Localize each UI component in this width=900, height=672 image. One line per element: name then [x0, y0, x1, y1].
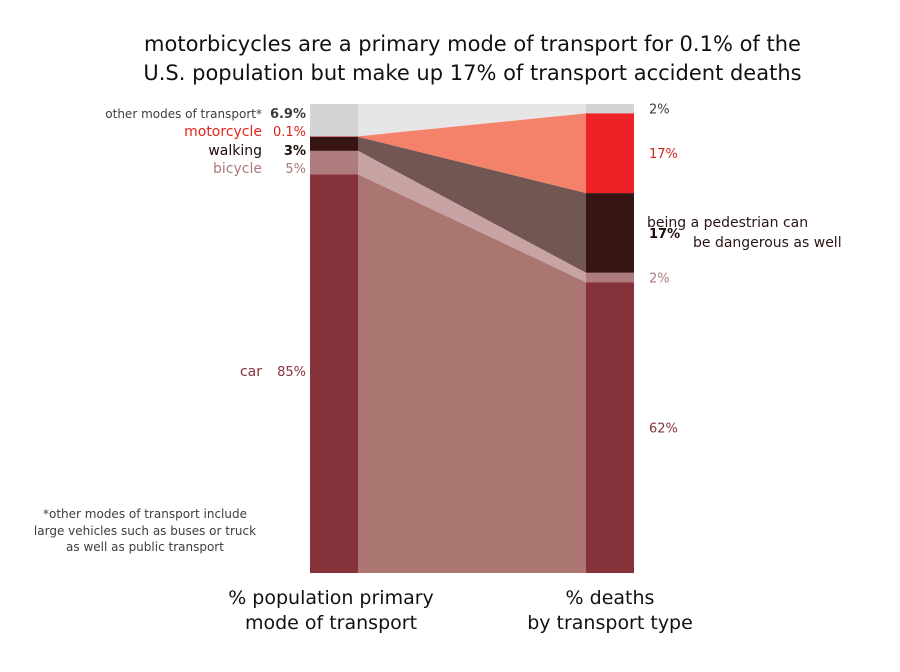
deaths-value-label-car: 62% [649, 422, 678, 437]
population-category-label-motorcycle: motorcycle [184, 124, 262, 140]
deaths-value-label-bicycle: 2% [649, 272, 670, 287]
chart-title-line-2: U.S. population but make up 17% of trans… [143, 61, 802, 85]
deaths-bar-bicycle [586, 272, 634, 283]
chart-labels: other modes of transport* 6.9% motorcycle 0… [105, 103, 680, 437]
flow-band-motorcycle [358, 113, 586, 194]
population-value-label-other-modes-of-transport: 6.9% [270, 107, 306, 122]
population-value-label-bicycle: 5% [285, 162, 306, 177]
population-category-label-other-modes-of-transport: other modes of transport* [105, 107, 262, 121]
deaths-bar-walking [586, 193, 634, 273]
deaths-value-label-other-modes-of-transport: 2% [649, 103, 670, 118]
chart-title-line-1: motorbicycles are a primary mode of tran… [144, 32, 801, 56]
axis-label-population-line-1: % population primary [228, 587, 434, 609]
flow-band-car [358, 174, 586, 573]
flow-bands [358, 104, 586, 573]
deaths-bar-motorcycle [586, 113, 634, 194]
deaths-value-label-motorcycle: 17% [649, 147, 678, 162]
deaths-bar-other-modes-of-transport [586, 104, 634, 114]
footnote-line-1: *other modes of transport include [43, 507, 247, 521]
population-bar-walking [310, 136, 358, 151]
flow-band-walking [358, 136, 586, 273]
population-category-label-car: car [240, 364, 262, 380]
population-bar-car [310, 174, 358, 573]
population-value-label-motorcycle: 0.1% [273, 125, 306, 140]
axis-label-deaths-line-1: % deaths [566, 587, 655, 609]
axis-label-deaths-line-2: by transport type [527, 612, 693, 634]
deaths-bar-car [586, 282, 634, 573]
pedestrian-annotation-line-1: being a pedestrian can [647, 215, 808, 231]
population-category-label-bicycle: bicycle [213, 161, 262, 177]
flow-band-other-modes-of-transport [358, 104, 586, 137]
axis-label-population-line-2: mode of transport [245, 612, 417, 634]
stacked-bars [310, 104, 634, 573]
population-value-label-walking: 3% [284, 144, 306, 159]
population-bar-bicycle [310, 150, 358, 175]
footnote-line-3: as well as public transport [66, 540, 224, 554]
deaths-value-label-walking: 17% [649, 227, 680, 242]
population-category-label-walking: walking [208, 143, 262, 159]
pedestrian-annotation-line-2: be dangerous as well [693, 235, 842, 251]
population-value-label-car: 85% [277, 365, 306, 380]
chart-title: motorbicycles are a primary mode of tran… [0, 30, 900, 88]
flow-band-bicycle [358, 150, 586, 283]
population-bar-other-modes-of-transport [310, 104, 358, 137]
footnote-line-2: large vehicles such as buses or truck [34, 524, 256, 538]
